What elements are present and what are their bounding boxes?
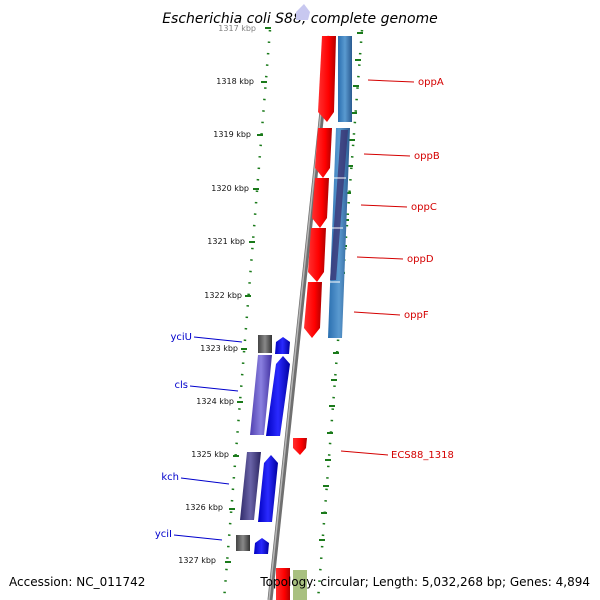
gene-label-oppD: oppD [407, 254, 434, 265]
gene-label-cls: cls [175, 380, 189, 391]
tick-label: 1324 kbp [196, 397, 234, 406]
gene-label-oppA: oppA [418, 77, 444, 88]
gene-arrow-faded [296, 4, 310, 20]
tick-label: 1319 kbp [213, 130, 251, 139]
tick-label: 1325 kbp [191, 450, 229, 459]
gene-arrow-oppC [312, 178, 329, 228]
topology-text: Topology: circular; Length: 5,032,268 bp… [259, 575, 590, 589]
gene-label-kch: kch [161, 472, 179, 483]
gene-block-cls-cds [250, 355, 272, 435]
gene-arrow-oppF [304, 282, 322, 338]
tick-label: 1320 kbp [211, 184, 249, 193]
tick-label: 1327 kbp [178, 556, 216, 565]
cds-block [330, 130, 348, 280]
gene-arrow-yciI [254, 538, 269, 554]
gene-block-yciI-cds [236, 535, 250, 551]
gene-block-bottom-red [276, 568, 290, 600]
gene-label-yciI: yciI [155, 529, 172, 540]
cds-track-right [326, 36, 352, 338]
gene-arrow-oppA [318, 36, 336, 122]
tick-label: 1323 kbp [200, 344, 238, 353]
genome-backbone [267, 35, 333, 600]
right-gene-labels: oppA oppB oppC oppD oppF ECS88_1318 [340, 77, 454, 461]
gene-block-yciU-cds [258, 335, 272, 353]
reverse-strand-genes [236, 335, 307, 600]
gene-label-ecs88-1318: ECS88_1318 [391, 450, 454, 461]
gene-arrow-cls [266, 356, 290, 436]
gene-block-bottom-olive [293, 570, 307, 600]
gene-label-oppB: oppB [414, 151, 440, 162]
gene-block-kch-cds [240, 452, 261, 520]
left-gene-labels: yciU cls kch yciI [155, 332, 243, 541]
tick-labels: 1317 kbp 1318 kbp 1319 kbp 1320 kbp 1321… [178, 24, 256, 565]
tick-label: 1321 kbp [207, 237, 245, 246]
tick-label: 1317 kbp [218, 24, 256, 33]
gene-label-oppC: oppC [411, 202, 437, 213]
cds-block [338, 36, 352, 122]
forward-strand-genes [276, 36, 336, 600]
gene-arrow-yciU [275, 337, 290, 354]
accession-text: Accession: NC_011742 [9, 575, 145, 589]
tick-label: 1322 kbp [204, 291, 242, 300]
gene-arrow-kch [258, 455, 278, 522]
gene-label-oppF: oppF [404, 310, 429, 321]
gene-label-yciU: yciU [170, 332, 192, 343]
gene-arrow-oppB [315, 128, 332, 178]
gene-arrow-oppD [308, 228, 326, 282]
tick-label: 1326 kbp [185, 503, 223, 512]
gene-arrow-ecs88-1318 [293, 438, 307, 455]
tick-label: 1318 kbp [216, 77, 254, 86]
